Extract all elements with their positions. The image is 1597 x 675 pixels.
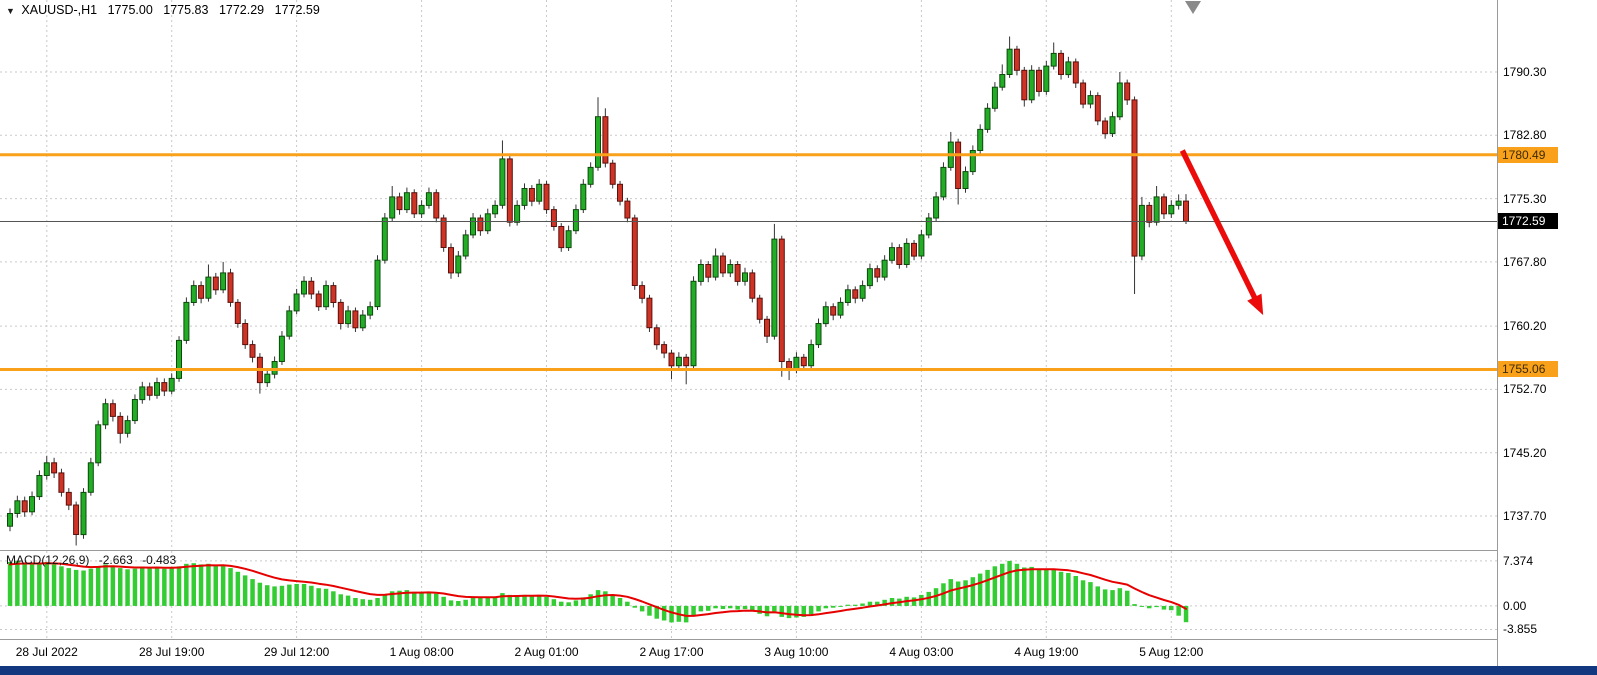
time-axis[interactable]: 28 Jul 2022 28 Jul 19:00 29 Jul 12:00 1 Aug… [0, 640, 1498, 666]
chart-shift-marker-icon[interactable] [1185, 1, 1201, 14]
time-axis-label: 28 Jul 2022 [15, 645, 78, 659]
macd-signal-value: -0.483 [142, 553, 177, 567]
price-scale-label: 1760.20 [1503, 319, 1547, 333]
time-axis-label: 5 Aug 12:00 [1139, 645, 1204, 659]
ohlc-close: 1772.59 [274, 3, 320, 17]
horizontal-level-lines[interactable] [0, 153, 1497, 371]
current-price-badge: 1772.59 [1498, 213, 1558, 229]
candles [7, 36, 1189, 546]
time-axis-label: 2 Aug 17:00 [639, 645, 704, 659]
symbol-expand-icon[interactable]: ▼ [6, 6, 15, 16]
time-axis-label: 1 Aug 08:00 [389, 645, 454, 659]
chart-header: ▼ XAUUSD-,H1 1775.00 1775.83 1772.29 177… [6, 3, 327, 17]
ohlc-open: 1775.00 [107, 3, 153, 17]
price-scale-label: 1767.80 [1503, 255, 1547, 269]
trend-arrow-annotation[interactable] [1179, 149, 1264, 316]
macd-scale-label: 0.00 [1503, 599, 1527, 613]
time-axis-label: 29 Jul 12:00 [263, 645, 330, 659]
price-scale-label: 1737.70 [1503, 509, 1547, 523]
macd-indicator-name: MACD(12,26,9) [6, 553, 90, 567]
symbol-period-label: XAUUSD-,H1 [21, 3, 98, 17]
price-scale-label: 1782.80 [1503, 128, 1547, 142]
macd-histogram [7, 560, 1189, 623]
macd-indicator-pane[interactable]: MACD(12,26,9) -2.663 -0.483 [0, 551, 1498, 640]
macd-scale-label: 7.374 [1503, 554, 1534, 568]
time-axis-label: 4 Aug 19:00 [1014, 645, 1079, 659]
price-scale-label: 1775.30 [1503, 192, 1547, 206]
macd-chart[interactable] [0, 551, 1497, 639]
candlestick-chart[interactable] [0, 0, 1497, 550]
macd-scale-label: -3.855 [1503, 622, 1538, 636]
level-price-badge: 1780.49 [1498, 147, 1558, 163]
time-axis-label: 28 Jul 19:00 [138, 645, 205, 659]
ohlc-high: 1775.83 [163, 3, 209, 17]
window-bottom-border [0, 666, 1597, 675]
time-axis-label: 3 Aug 10:00 [764, 645, 829, 659]
ohlc-low: 1772.29 [218, 3, 265, 17]
macd-signal-line [9, 562, 1187, 617]
price-chart-pane[interactable]: ▼ XAUUSD-,H1 1775.00 1775.83 1772.29 177… [0, 0, 1498, 551]
price-scale-label: 1790.30 [1503, 65, 1547, 79]
level-price-badge: 1755.06 [1498, 361, 1558, 377]
time-axis-label: 4 Aug 03:00 [889, 645, 954, 659]
price-scale-label: 1745.20 [1503, 446, 1547, 460]
price-scale-label: 1752.70 [1503, 382, 1547, 396]
macd-label: MACD(12,26,9) -2.663 -0.483 [6, 553, 182, 567]
price-scale[interactable]: 1790.30 1782.80 1775.30 1767.80 1760.20 1752.… [1498, 0, 1597, 666]
time-axis-label: 2 Aug 01:00 [514, 645, 579, 659]
macd-main-value: -2.663 [98, 553, 133, 567]
